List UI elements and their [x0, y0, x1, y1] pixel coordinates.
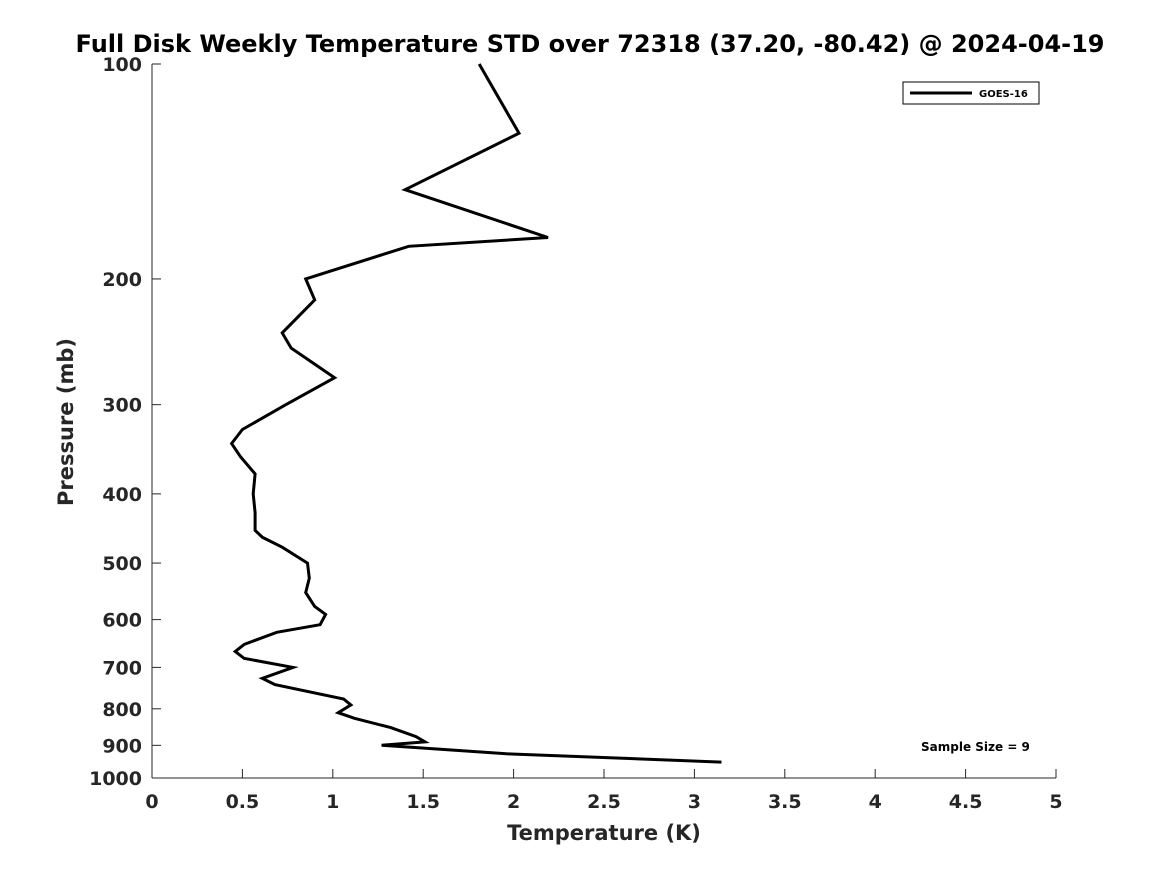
y-axis-label: Pressure (mb)	[54, 338, 78, 506]
x-tick-label: 1.5	[406, 791, 440, 813]
y-tick-label: 100	[102, 54, 142, 76]
y-tick-label: 800	[102, 699, 142, 721]
y-tick-label: 200	[102, 269, 142, 291]
x-tick-label: 0	[145, 791, 158, 813]
x-tick-label: 0.5	[226, 791, 260, 813]
x-tick-label: 2	[507, 791, 520, 813]
series-layer	[229, 63, 722, 764]
y-tick-label: 400	[102, 484, 142, 506]
x-tick-label: 4.5	[949, 791, 983, 813]
y-tick-label: 600	[102, 610, 142, 632]
y-tick-label: 900	[102, 735, 142, 757]
x-tick-label: 2.5	[587, 791, 621, 813]
x-tick-label: 3	[688, 791, 701, 813]
x-axis-label: Temperature (K)	[507, 821, 701, 845]
chart-title: Full Disk Weekly Temperature STD over 72…	[76, 30, 1105, 58]
series-line-goes-16	[229, 63, 722, 764]
legend-label-goes-16: GOES-16	[979, 89, 1028, 100]
y-tick-label: 500	[102, 553, 142, 575]
y-tick-label: 700	[102, 657, 142, 679]
x-tick-label: 5	[1049, 791, 1062, 813]
y-tick-label: 300	[102, 395, 142, 417]
x-tick-label: 3.5	[768, 791, 802, 813]
y-ticks: 100 200 300 400 500 600 700 800 900 1000	[89, 54, 161, 790]
x-tick-label: 1	[326, 791, 339, 813]
x-tick-label: 4	[869, 791, 882, 813]
x-ticks: 0 0.5 1 1.5 2 2.5 3 3.5 4 4.5 5	[145, 769, 1063, 813]
legend: GOES-16	[902, 81, 1040, 105]
y-tick-label: 1000	[89, 768, 142, 790]
sample-size-annotation: Sample Size = 9	[921, 740, 1030, 754]
